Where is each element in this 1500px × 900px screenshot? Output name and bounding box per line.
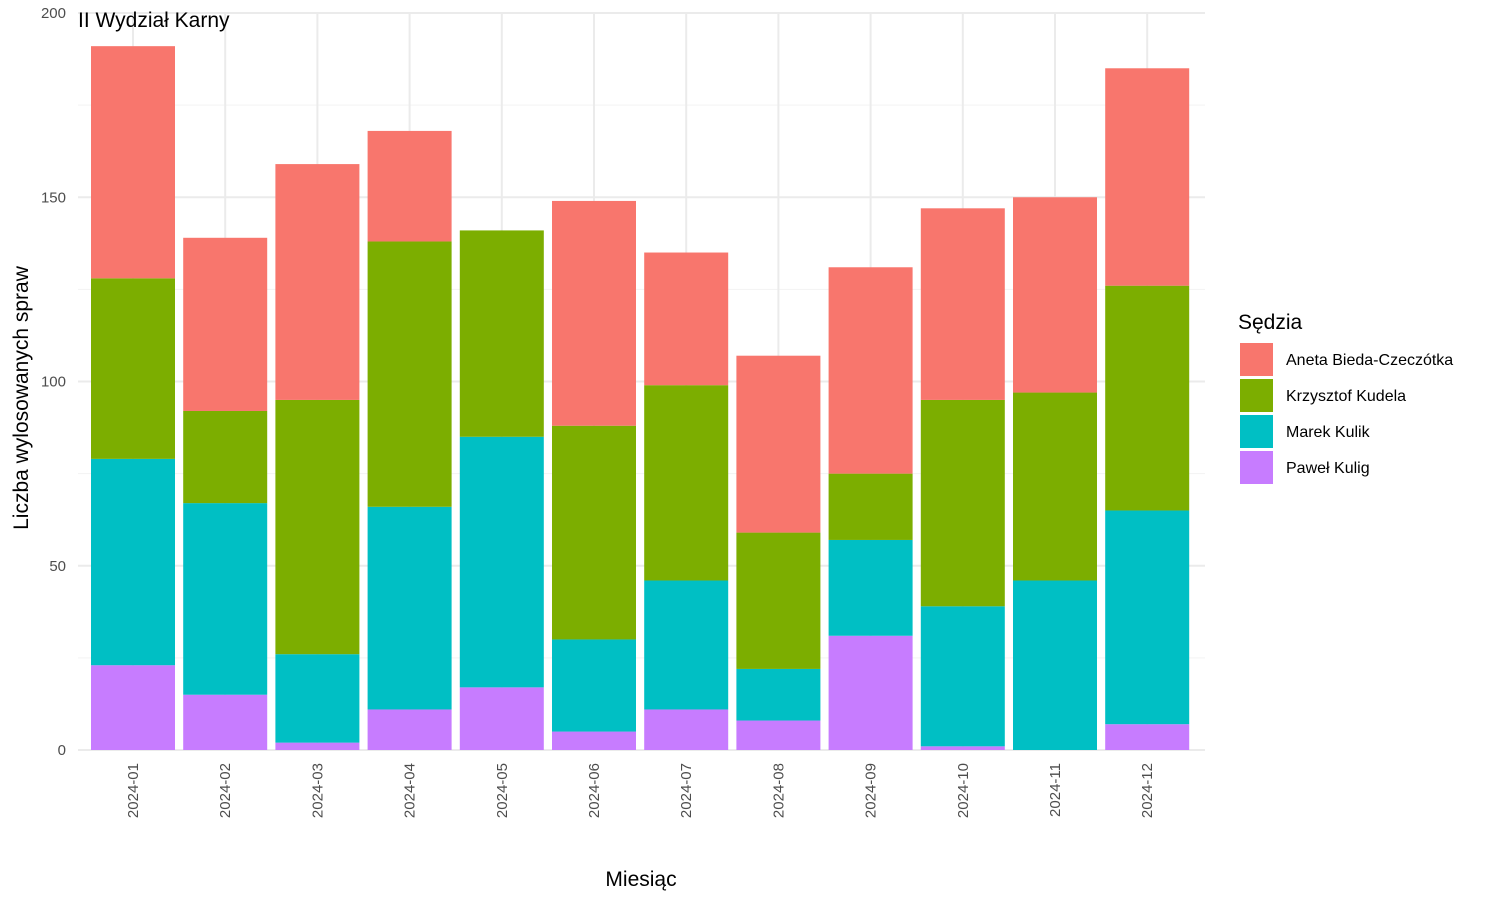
- bar-segment: [1013, 392, 1097, 581]
- x-tick-label: 2024-04: [402, 763, 419, 818]
- bar-segment: [91, 278, 175, 459]
- bar-segment: [1105, 285, 1190, 511]
- bar-segment: [736, 532, 821, 669]
- bar-segment: [1013, 197, 1097, 393]
- bar-segment: [459, 230, 544, 437]
- bars: [91, 46, 1190, 750]
- x-tick-label: 2024-07: [678, 763, 695, 818]
- bar-segment: [459, 436, 544, 688]
- bar-segment: [644, 709, 729, 750]
- bar-segment: [275, 742, 360, 750]
- y-tick-label: 100: [41, 374, 66, 391]
- bar-segment: [1105, 510, 1190, 725]
- x-tick-label: 2024-02: [217, 763, 234, 818]
- bar-segment: [91, 458, 175, 666]
- x-axis-ticks: 2024-01 2024-02 2024-03 2024-04 2024-05 2024-…: [125, 763, 1156, 818]
- legend-label: Marek Kulik: [1286, 424, 1371, 441]
- bar-segment: [183, 503, 268, 695]
- bar-segment: [367, 130, 452, 242]
- bar-segment: [552, 731, 636, 750]
- bar-segment: [275, 164, 360, 400]
- bar-segment: [183, 694, 268, 750]
- bar-segment: [920, 208, 1005, 400]
- bar-segment: [367, 709, 452, 750]
- bar-segment: [1105, 68, 1190, 286]
- y-tick-label: 150: [41, 189, 66, 206]
- legend-swatch: [1240, 415, 1273, 448]
- x-tick-label: 2024-03: [309, 763, 326, 818]
- bar-segment: [644, 385, 729, 581]
- bar-segment: [91, 46, 175, 279]
- legend-swatch: [1240, 379, 1273, 412]
- bar-segment: [91, 665, 175, 750]
- y-tick-label: 0: [58, 742, 66, 759]
- bar-segment: [275, 399, 360, 655]
- x-tick-label: 2024-01: [125, 763, 142, 818]
- bar-segment: [920, 399, 1005, 607]
- bar-segment: [736, 668, 821, 721]
- y-tick-label: 200: [41, 5, 66, 22]
- x-tick-label: 2024-12: [1139, 763, 1156, 818]
- bar-segment: [275, 654, 360, 743]
- bar-segment: [367, 241, 452, 507]
- x-tick-label: 2024-05: [494, 763, 511, 818]
- bar-segment: [828, 267, 913, 474]
- bar-segment: [1105, 724, 1190, 750]
- y-axis-title: Liczba wylosowanych spraw: [10, 265, 33, 530]
- legend-label: Paweł Kulig: [1286, 460, 1370, 477]
- bar-segment: [459, 687, 544, 750]
- bar-segment: [1013, 580, 1097, 750]
- y-tick-label: 50: [49, 558, 66, 575]
- legend-items: Aneta Bieda-Czeczótka Krzysztof Kudela Mar…: [1240, 343, 1453, 484]
- legend-swatch: [1240, 451, 1273, 484]
- bar-segment: [920, 606, 1005, 747]
- bar-segment: [736, 355, 821, 533]
- bar-segment: [644, 580, 729, 710]
- legend-label: Krzysztof Kudela: [1286, 388, 1406, 405]
- x-tick-label: 2024-08: [770, 763, 787, 818]
- bar-segment: [183, 410, 268, 504]
- bar-segment: [183, 237, 268, 411]
- legend-title: Sędzia: [1238, 311, 1303, 334]
- y-axis-ticks: 0 50 100 150 200: [41, 5, 66, 759]
- bar-segment: [552, 200, 636, 426]
- x-axis-title: Miesiąc: [605, 868, 676, 891]
- x-tick-label: 2024-06: [586, 763, 603, 818]
- legend-label: Aneta Bieda-Czeczótka: [1286, 352, 1453, 369]
- x-tick-label: 2024-09: [863, 763, 880, 818]
- x-tick-label: 2024-10: [955, 763, 972, 818]
- bar-segment: [828, 473, 913, 540]
- chart-title: II Wydział Karny: [78, 9, 230, 32]
- bar-segment: [828, 635, 913, 750]
- bar-segment: [920, 746, 1005, 750]
- bar-segment: [828, 539, 913, 636]
- bar-segment: [644, 252, 729, 386]
- bar-segment: [736, 720, 821, 750]
- x-tick-label: 2024-11: [1047, 763, 1064, 817]
- legend: Sędzia Aneta Bieda-Czeczótka Krzysztof Ku…: [1238, 311, 1453, 484]
- legend-swatch: [1240, 343, 1273, 376]
- bar-segment: [552, 425, 636, 640]
- bar-segment: [552, 639, 636, 732]
- bar-segment: [367, 506, 452, 710]
